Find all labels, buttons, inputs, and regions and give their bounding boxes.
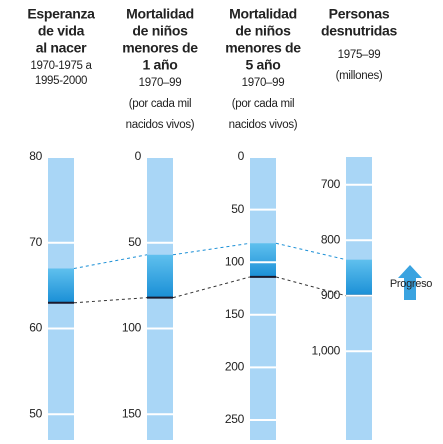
y-tick-label: 150 [122, 406, 142, 420]
column-title: de niños [132, 23, 188, 39]
y-tick-label: 900 [321, 288, 341, 302]
y-tick-label: 50 [128, 235, 141, 249]
connector-start [172, 276, 251, 299]
column-title: Mortalidad [126, 6, 194, 22]
y-tick-label: 70 [29, 235, 42, 249]
column-subtitle: (por cada mil [129, 98, 192, 110]
column-subtitle: nacidos vivos) [229, 119, 298, 131]
column-title: menores de [225, 40, 301, 56]
annotation: Progreso [390, 278, 432, 290]
y-tick-label: 0 [238, 149, 245, 163]
column-title: de vida [38, 23, 85, 39]
column-subtitle: 1995-2000 [35, 75, 87, 87]
progress-arrow [398, 265, 422, 300]
column-subtitle: (por cada mil [232, 98, 295, 110]
y-tick-label: 50 [231, 202, 244, 216]
connector-start [275, 276, 347, 297]
column-title: al nacer [36, 40, 87, 56]
scale-bar [250, 157, 276, 440]
column-title: Esperanza [27, 6, 95, 22]
change-band [250, 243, 276, 277]
column-subtitle: 1970–99 [139, 77, 182, 89]
column-title: de niños [235, 23, 291, 39]
column-subtitle: 1975–99 [338, 49, 381, 61]
y-tick-label: 60 [29, 321, 42, 335]
y-tick-label: 0 [135, 149, 142, 163]
column-title: desnutridas [321, 23, 398, 39]
column-title: 1 año [142, 57, 177, 73]
change-band [48, 268, 74, 303]
column-title: Personas [329, 6, 390, 22]
y-tick-label: 150 [225, 307, 245, 321]
column-subtitle: nacidos vivos) [126, 119, 195, 131]
connector-start [73, 297, 148, 304]
y-tick-label: 80 [29, 149, 42, 163]
change-band [147, 254, 173, 298]
column-title: Mortalidad [229, 6, 297, 22]
column-subtitle: 1970–99 [242, 77, 285, 89]
column-subtitle: 1970-1975 a [30, 60, 92, 72]
column-subtitle: (millones) [336, 70, 383, 82]
y-tick-label: 100 [122, 321, 142, 335]
y-tick-label: 700 [321, 177, 341, 191]
y-tick-label: 1,000 [311, 343, 340, 357]
connector-end [172, 242, 251, 256]
column-title: 5 año [245, 57, 280, 73]
connector-end [73, 254, 148, 269]
column-title: menores de [122, 40, 198, 56]
y-tick-label: 50 [29, 406, 42, 420]
y-tick-label: 800 [321, 232, 341, 246]
y-tick-label: 200 [225, 360, 245, 374]
scale-bar [346, 157, 372, 440]
change-band [346, 259, 372, 296]
y-tick-label: 100 [225, 254, 245, 268]
y-tick-label: 250 [225, 412, 245, 426]
